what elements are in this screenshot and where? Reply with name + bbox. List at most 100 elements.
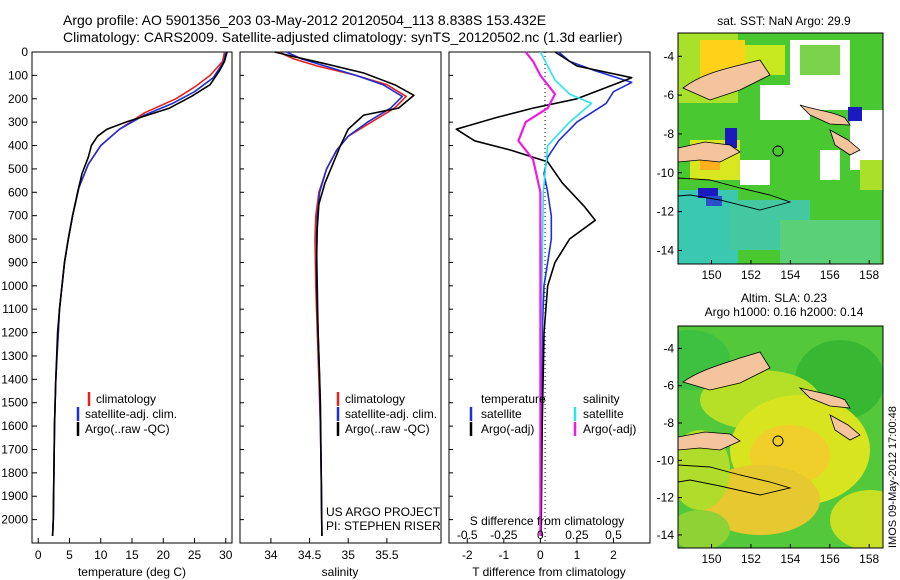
temperature-panel: 0 5 10 15 20 25 30 0 100 200 300 400 500 600 700 800 90… xyxy=(1,45,232,579)
temperature-x-ticks: 0 5 10 15 20 25 30 xyxy=(35,538,233,562)
salinity-diff-tick-labels: -0.5 -0.25 0 0.25 0.5 xyxy=(457,528,622,542)
y-tick-label: 1400 xyxy=(1,372,28,386)
temperature-axes-frame xyxy=(31,51,233,544)
temperature-y-ticks: 0 100 200 300 400 500 600 700 800 900 1000 1100 1200… xyxy=(1,45,37,527)
sla-map-subtitle: Argo h1000: 0.16 h2000: 0.14 xyxy=(705,305,864,319)
y-tick-label: 1500 xyxy=(1,396,28,410)
series-line-argo-raw-qc- xyxy=(274,51,415,537)
x-tick-label: 2 xyxy=(610,548,617,562)
sst-y-ticks: -4 -6 -8 -10 -12 -14 xyxy=(657,49,682,257)
x-tick-label: 156 xyxy=(820,268,840,282)
legend-label-argo: Argo(..raw -QC) xyxy=(85,422,170,436)
salinity-axes-frame xyxy=(239,51,442,544)
y-tick-label: -10 xyxy=(657,453,675,467)
x-tick-label: 34.5 xyxy=(298,548,322,562)
temperature-xlabel: temperature (deg C) xyxy=(78,565,186,579)
sla-map-field xyxy=(678,326,883,548)
salinity-panel: 34 34.5 35 35.5 salinity climatology satell… xyxy=(239,51,442,579)
x-tick-label: 150 xyxy=(701,268,721,282)
x-tick-label: 35 xyxy=(342,548,356,562)
y-tick-label: 600 xyxy=(8,185,28,199)
series-line-salinity-argo-adj- xyxy=(517,51,557,536)
legend-label-s-satellite: satellite xyxy=(583,407,624,421)
sst-argo-marker xyxy=(772,145,784,157)
legend-label-climatology: climatology xyxy=(345,392,405,406)
y-tick-label: 800 xyxy=(8,232,28,246)
y-tick-label: -4 xyxy=(663,341,674,355)
x-tick-label: 1 xyxy=(574,548,581,562)
y-tick-label: 500 xyxy=(8,162,28,176)
sla-y-ticks: -4 -6 -8 -10 -12 -14 xyxy=(657,341,682,542)
sst-map-panel: sat. SST: NaN Argo: 29.9 xyxy=(657,14,884,282)
salinity-lines xyxy=(274,51,415,537)
difference-axes-frame xyxy=(448,51,651,544)
y-tick-label: 700 xyxy=(8,209,28,223)
difference-top-label: S difference from climatology xyxy=(470,514,625,528)
x-tick-label: 154 xyxy=(780,552,800,566)
y-tick-label: 400 xyxy=(8,139,28,153)
y-tick-label: 1600 xyxy=(1,419,28,433)
header-line2: Climatology: CARS2009. Satellite-adjuste… xyxy=(63,29,623,45)
difference-xlabel: T difference from climatology xyxy=(472,565,626,579)
y-tick-label: 0 xyxy=(21,45,28,59)
y-tick-label: 1100 xyxy=(2,302,28,316)
s-tick-label: -0.5 xyxy=(457,528,478,542)
y-tick-label: 100 xyxy=(8,68,28,82)
x-tick-label: 158 xyxy=(859,268,879,282)
x-tick-label: -2 xyxy=(462,548,473,562)
y-tick-label: 1200 xyxy=(1,326,28,340)
y-tick-label: 1800 xyxy=(1,466,28,480)
project-annotation-line2: PI: STEPHEN RISER xyxy=(326,519,441,533)
y-tick-label: -14 xyxy=(657,528,675,542)
legend-label-satellite: satellite-adj. clim. xyxy=(345,407,437,421)
y-tick-label: 2000 xyxy=(1,513,28,527)
y-tick-label: -6 xyxy=(663,379,674,393)
temperature-lines xyxy=(51,51,228,537)
y-tick-label: 900 xyxy=(8,255,28,269)
difference-lines xyxy=(455,51,633,537)
y-tick-label: -12 xyxy=(657,491,675,505)
x-tick-label: 152 xyxy=(741,268,761,282)
legend-label-satellite: satellite-adj. clim. xyxy=(85,407,177,421)
s-tick-label: 0 xyxy=(537,528,544,542)
x-tick-label: 156 xyxy=(820,552,840,566)
legend-label-climatology: climatology xyxy=(96,392,156,406)
sla-map-frame xyxy=(677,325,884,549)
legend-label-t-argo: Argo(-adj) xyxy=(481,422,534,436)
y-tick-label: 300 xyxy=(8,115,28,129)
x-tick-label: 30 xyxy=(219,548,233,562)
legend-label-s-argo: Argo(-adj) xyxy=(583,422,636,436)
x-tick-label: 0 xyxy=(537,548,544,562)
x-tick-label: 10 xyxy=(94,548,108,562)
x-tick-label: 15 xyxy=(125,548,139,562)
difference-x-ticks: -2 -1 0 1 2 xyxy=(449,51,617,562)
s-tick-label: 0.5 xyxy=(605,528,622,542)
sst-map-field xyxy=(678,33,883,264)
header-line1: Argo profile: AO 5901356_203 03-May-2012… xyxy=(63,12,546,28)
x-tick-label: 20 xyxy=(157,548,171,562)
series-line-argo-raw-qc- xyxy=(51,51,228,537)
sla-map-panel: Altim. SLA: 0.23 Argo h1000: 0.16 h2000:… xyxy=(657,291,884,566)
y-tick-label: -14 xyxy=(657,243,675,257)
series-line-temperature-satellite xyxy=(539,51,633,537)
sst-x-ticks: 150 152 154 156 158 xyxy=(701,260,880,282)
legend-header-salinity: salinity xyxy=(583,392,620,406)
y-tick-label: -8 xyxy=(663,127,674,141)
legend-header-temperature: temperature xyxy=(481,392,546,406)
sla-argo-marker xyxy=(772,435,784,447)
y-tick-label: 1300 xyxy=(1,349,28,363)
x-tick-label: 5 xyxy=(66,548,73,562)
salinity-legend: climatology satellite-adj. clim. Argo(..… xyxy=(336,392,437,436)
legend-label-argo: Argo(..raw -QC) xyxy=(345,422,430,436)
y-tick-label: -12 xyxy=(657,205,675,219)
y-tick-label: -10 xyxy=(657,166,675,180)
y-tick-label: -4 xyxy=(663,49,674,63)
difference-panel: -2 -1 0 1 2 -0.5 -0.25 0 0.25 0.5 S difference f… xyxy=(448,51,651,579)
x-tick-label: 35.5 xyxy=(375,548,399,562)
y-tick-label: 1000 xyxy=(1,279,28,293)
y-tick-label: -6 xyxy=(663,88,674,102)
x-tick-label: 34 xyxy=(264,548,278,562)
s-tick-label: 0.25 xyxy=(565,528,589,542)
legend-label-t-satellite: satellite xyxy=(481,407,522,421)
